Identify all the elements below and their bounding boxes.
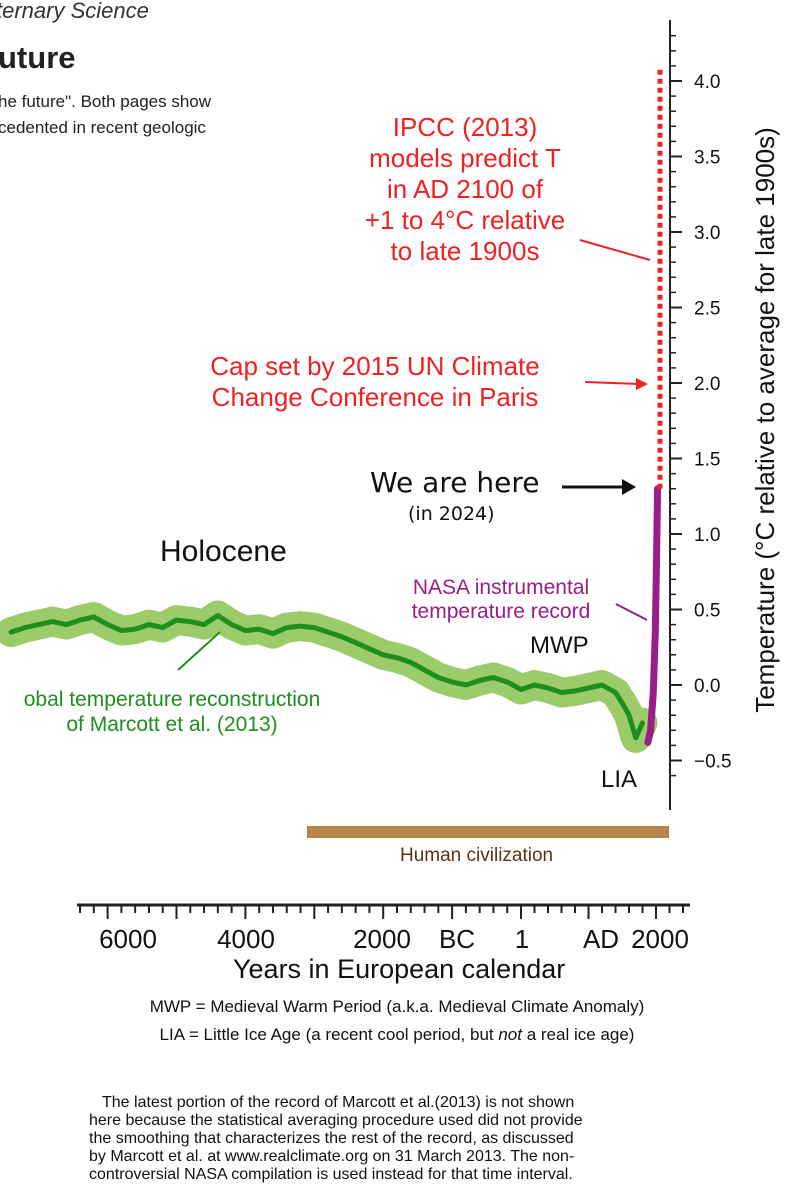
mwp-definition: MWP = Medieval Warm Period (a.k.a. Medie… <box>149 997 645 1016</box>
marcott-line: obal temperature reconstruction <box>23 688 321 711</box>
y-tick-label: 2.5 <box>694 299 720 320</box>
y-tick-label: −0.5 <box>694 752 732 773</box>
paris-annotation: Cap set by 2015 UN Climate Change Confer… <box>170 351 580 413</box>
x-tick-label: 2000 <box>631 924 689 954</box>
y-tick-label: 2.0 <box>694 374 720 395</box>
intro-line-2: cedented in recent geologic <box>0 118 206 137</box>
temperature-chart: 4.0 3.5 3.0 2.5 2.0 1.5 1.0 0.5 0.0 −0.5 Temperatu… <box>0 20 780 954</box>
ipcc-line: IPCC (2013) <box>392 112 538 142</box>
y-tick-label: 3.5 <box>694 148 720 169</box>
y-axis-title: Temperature (°C relative to average for … <box>750 127 780 713</box>
lia-definition: LIA = Little Ice Age (a recent cool peri… <box>0 1025 794 1045</box>
nasa-line: NASA instrumental <box>412 576 590 599</box>
source-fragment: ternary Science <box>0 0 149 23</box>
ipcc-line: in AD 2100 of <box>386 174 544 204</box>
y-tick-label: 4.0 <box>694 72 720 93</box>
marcott-line: of Marcott et al. (2013) <box>66 713 278 736</box>
y-tick-label: 0.0 <box>694 676 720 697</box>
nasa-leader-line <box>615 603 648 621</box>
ipcc-line: to late 1900s <box>390 236 540 266</box>
paris-line: Cap set by 2015 UN Climate <box>210 351 540 381</box>
footnote-line: by Marcott et al. at www.realclimate.org… <box>89 1148 575 1165</box>
marcott-leader-line <box>177 631 221 671</box>
page-title: uture <box>0 40 76 75</box>
y-tick-label: 1.5 <box>694 450 720 471</box>
ipcc-leader-line <box>579 239 651 261</box>
civilization-bar <box>307 826 669 838</box>
marcott-series-line <box>8 613 645 741</box>
mwp-label: MWP <box>530 632 589 659</box>
x-tick-label: AD <box>583 924 619 954</box>
paris-line: Change Conference in Paris <box>211 382 539 412</box>
footnote-line: the smoothing that characterizes the res… <box>89 1130 574 1147</box>
ipcc-line: models predict T <box>369 143 561 173</box>
x-tick-label: BC <box>439 924 475 954</box>
y-tick-label: 3.0 <box>694 223 720 244</box>
intro-line-1: he future". Both pages show <box>0 92 212 111</box>
footnote-line: controversial NASA compilation is used i… <box>89 1166 573 1183</box>
we-are-here-label: We are here <box>370 466 540 499</box>
nasa-label: NASA instrumental temperature record <box>393 576 609 624</box>
we-are-here-arrowhead <box>622 479 636 495</box>
marcott-label: obal temperature reconstruction of Marco… <box>0 687 352 737</box>
lia-def-pre: LIA = Little Ice Age (a recent cool peri… <box>159 1025 499 1044</box>
x-axis-title: Years in European calendar <box>233 954 566 984</box>
ipcc-annotation: IPCC (2013) models predict T in AD 2100 … <box>340 112 590 267</box>
x-tick-label: 6000 <box>99 924 157 954</box>
paris-arrowhead <box>636 378 648 390</box>
x-tick-label: 2000 <box>353 924 411 954</box>
nasa-series-line <box>644 485 662 746</box>
footnote-line: The latest portion of the record of Marc… <box>102 1094 575 1111</box>
lia-label: LIA <box>601 766 638 793</box>
footnote: The latest portion of the record of Marc… <box>89 1094 729 1184</box>
paris-arrow-line <box>584 381 641 385</box>
ipcc-line: +1 to 4°C relative <box>364 205 566 235</box>
lia-def-post: a real ice age) <box>521 1025 635 1044</box>
holocene-label: Holocene <box>160 535 287 568</box>
x-tick-label: 1 <box>515 924 529 954</box>
we-are-here-year: (in 2024) <box>408 503 495 525</box>
footnote-line: here because the statistical averaging p… <box>89 1112 583 1129</box>
nasa-line: temperature record <box>411 600 591 623</box>
x-tick-label: 4000 <box>217 924 275 954</box>
y-tick-label: 0.5 <box>694 601 720 622</box>
lia-def-emphasis: not <box>498 1025 522 1044</box>
civilization-label: Human civilization <box>400 845 554 866</box>
y-tick-label: 1.0 <box>694 525 720 546</box>
